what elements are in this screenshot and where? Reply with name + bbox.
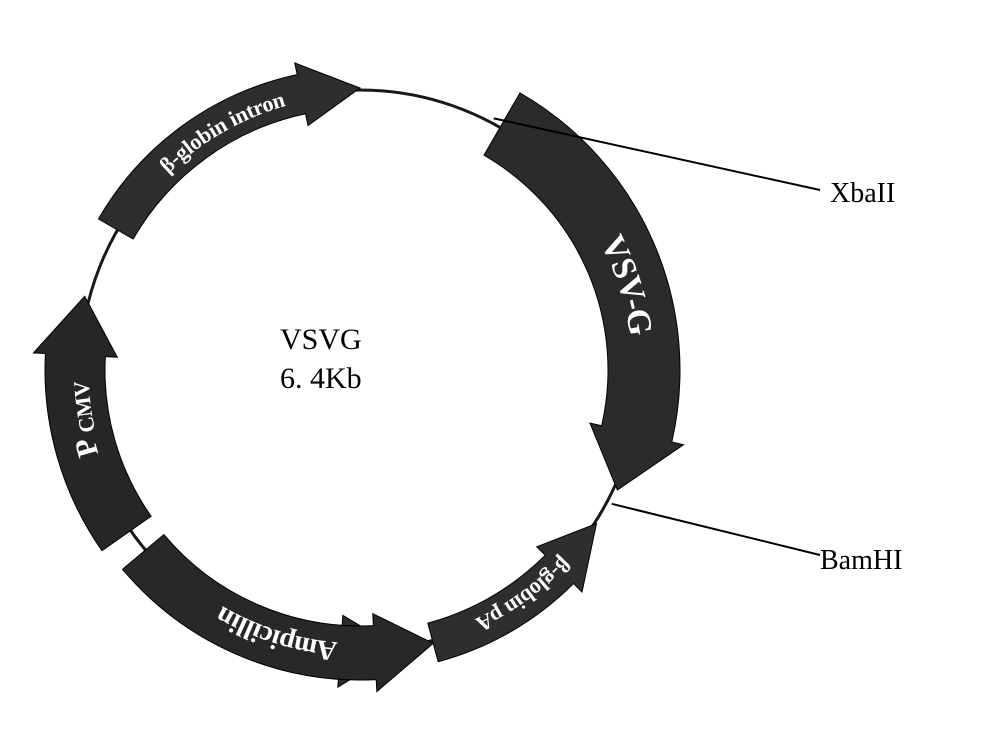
segment-ampicillin: Ampicillin — [123, 535, 434, 692]
segment-globin-pa: β-globin pA — [428, 524, 597, 662]
segment-shape-ampicillin — [123, 535, 434, 692]
leader-line-bamhi — [612, 504, 820, 555]
site-label-xbai: XbaII — [830, 178, 895, 210]
segment-shape-globin-intron — [98, 63, 360, 239]
site-label-bamhi: BamHI — [820, 545, 902, 577]
plasmid-size: 6. 4Kb — [280, 362, 362, 395]
plasmid-center-label: VSVG 6. 4Kb — [280, 320, 362, 398]
plasmid-diagram: P CMVβ-globin intronVSV-Gβ-globin pApUC … — [0, 0, 1000, 745]
plasmid-name: VSVG — [280, 323, 362, 356]
segment-pcmv: P CMV — [33, 296, 151, 550]
segment-globin-intron: β-globin intron — [98, 63, 360, 239]
